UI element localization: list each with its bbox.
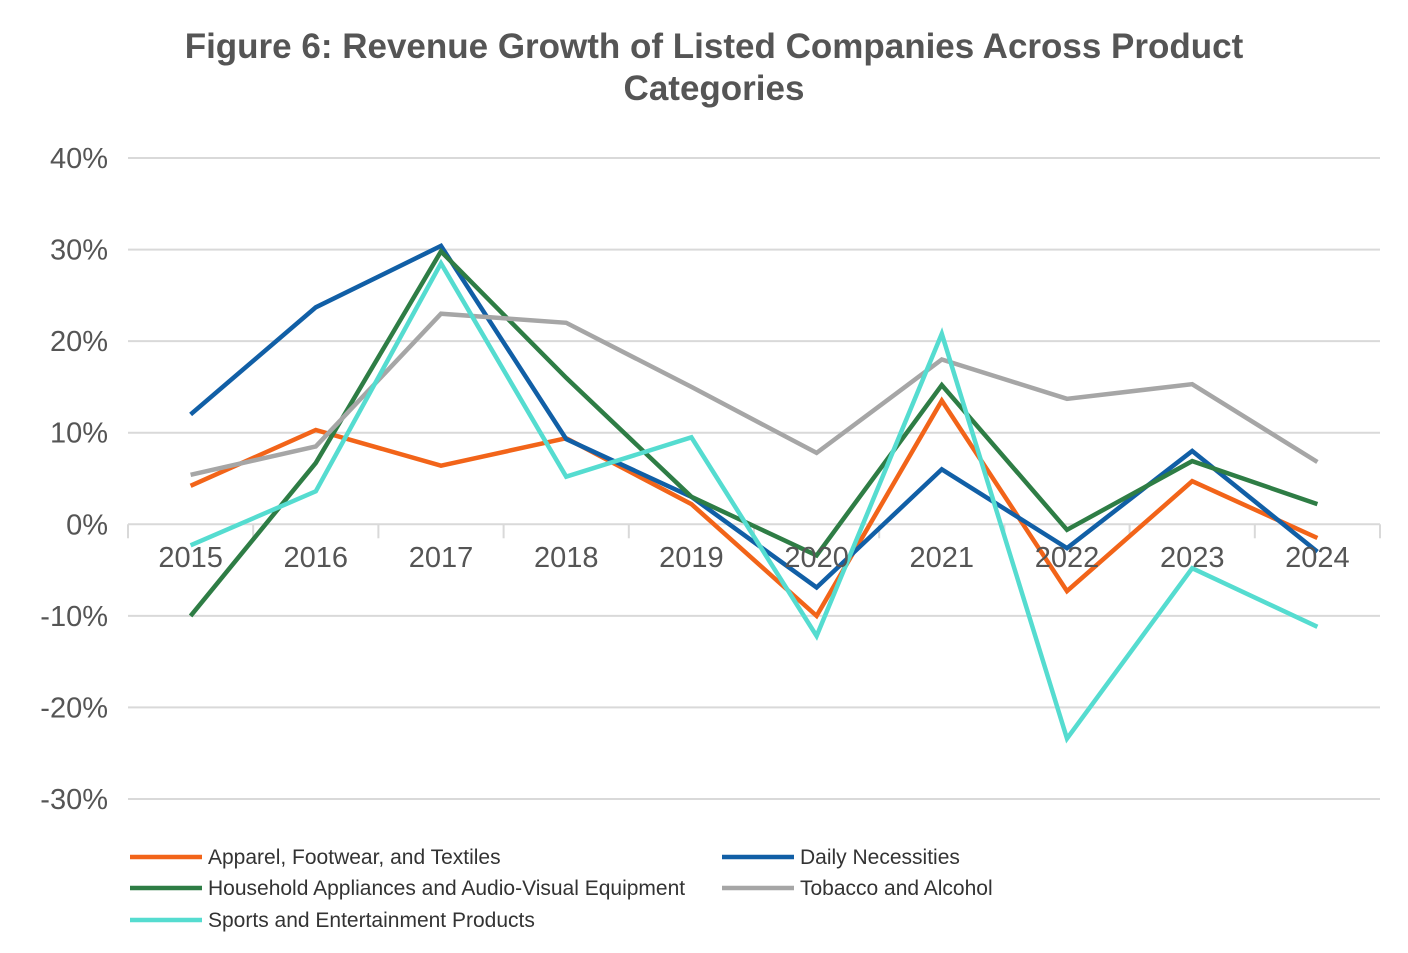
y-axis-tick-labels: 40% 30% 20% 10% 0% -10% -20% -30%: [40, 143, 108, 816]
x-tick-label: 2017: [409, 542, 474, 574]
y-tick-label: 40%: [50, 143, 108, 175]
series-line-5: [189, 258, 1319, 744]
legend-label: Sports and Entertainment Products: [208, 909, 535, 932]
chart-title-line-1: Figure 6: Revenue Growth of Listed Compa…: [185, 27, 1244, 66]
data-series: [188, 243, 1319, 744]
chart-title-line-2: Categories: [624, 69, 805, 108]
y-tick-label: 0%: [66, 509, 108, 541]
legend-label: Household Appliances and Audio-Visual Eq…: [208, 877, 685, 900]
y-tick-label: -20%: [40, 692, 108, 724]
x-tick-label: 2024: [1285, 542, 1350, 574]
series-line-4: [190, 311, 1319, 477]
series-line-3: [188, 247, 1319, 618]
y-tick-label: 30%: [50, 235, 108, 267]
series-line-1: [189, 396, 1319, 620]
series-line-2: [189, 243, 1319, 591]
x-tick-label: 2016: [284, 542, 349, 574]
legend-label: Apparel, Footwear, and Textiles: [208, 846, 501, 869]
x-tick-label: 2021: [910, 542, 975, 574]
legend-label: Daily Necessities: [800, 846, 960, 869]
y-tick-label: -10%: [40, 601, 108, 633]
x-tick-label: 2022: [1035, 542, 1100, 574]
legend: Apparel, Footwear, and Textiles Daily Nec…: [130, 846, 993, 932]
y-tick-label: -30%: [40, 784, 108, 816]
x-tick-label: 2019: [659, 542, 724, 574]
x-tick-label: 2018: [534, 542, 599, 574]
y-tick-label: 10%: [50, 418, 108, 450]
x-tick-label: 2020: [784, 542, 849, 574]
x-tick-label: 2023: [1160, 542, 1225, 574]
legend-label: Tobacco and Alcohol: [800, 877, 993, 900]
x-axis-tick-labels: 2015 2016 2017 2018 2019 2020 2021 2022 2023 2024: [158, 542, 1349, 574]
gridlines: [128, 157, 1380, 800]
y-tick-label: 20%: [50, 326, 108, 358]
x-tick-label: 2015: [158, 542, 223, 574]
